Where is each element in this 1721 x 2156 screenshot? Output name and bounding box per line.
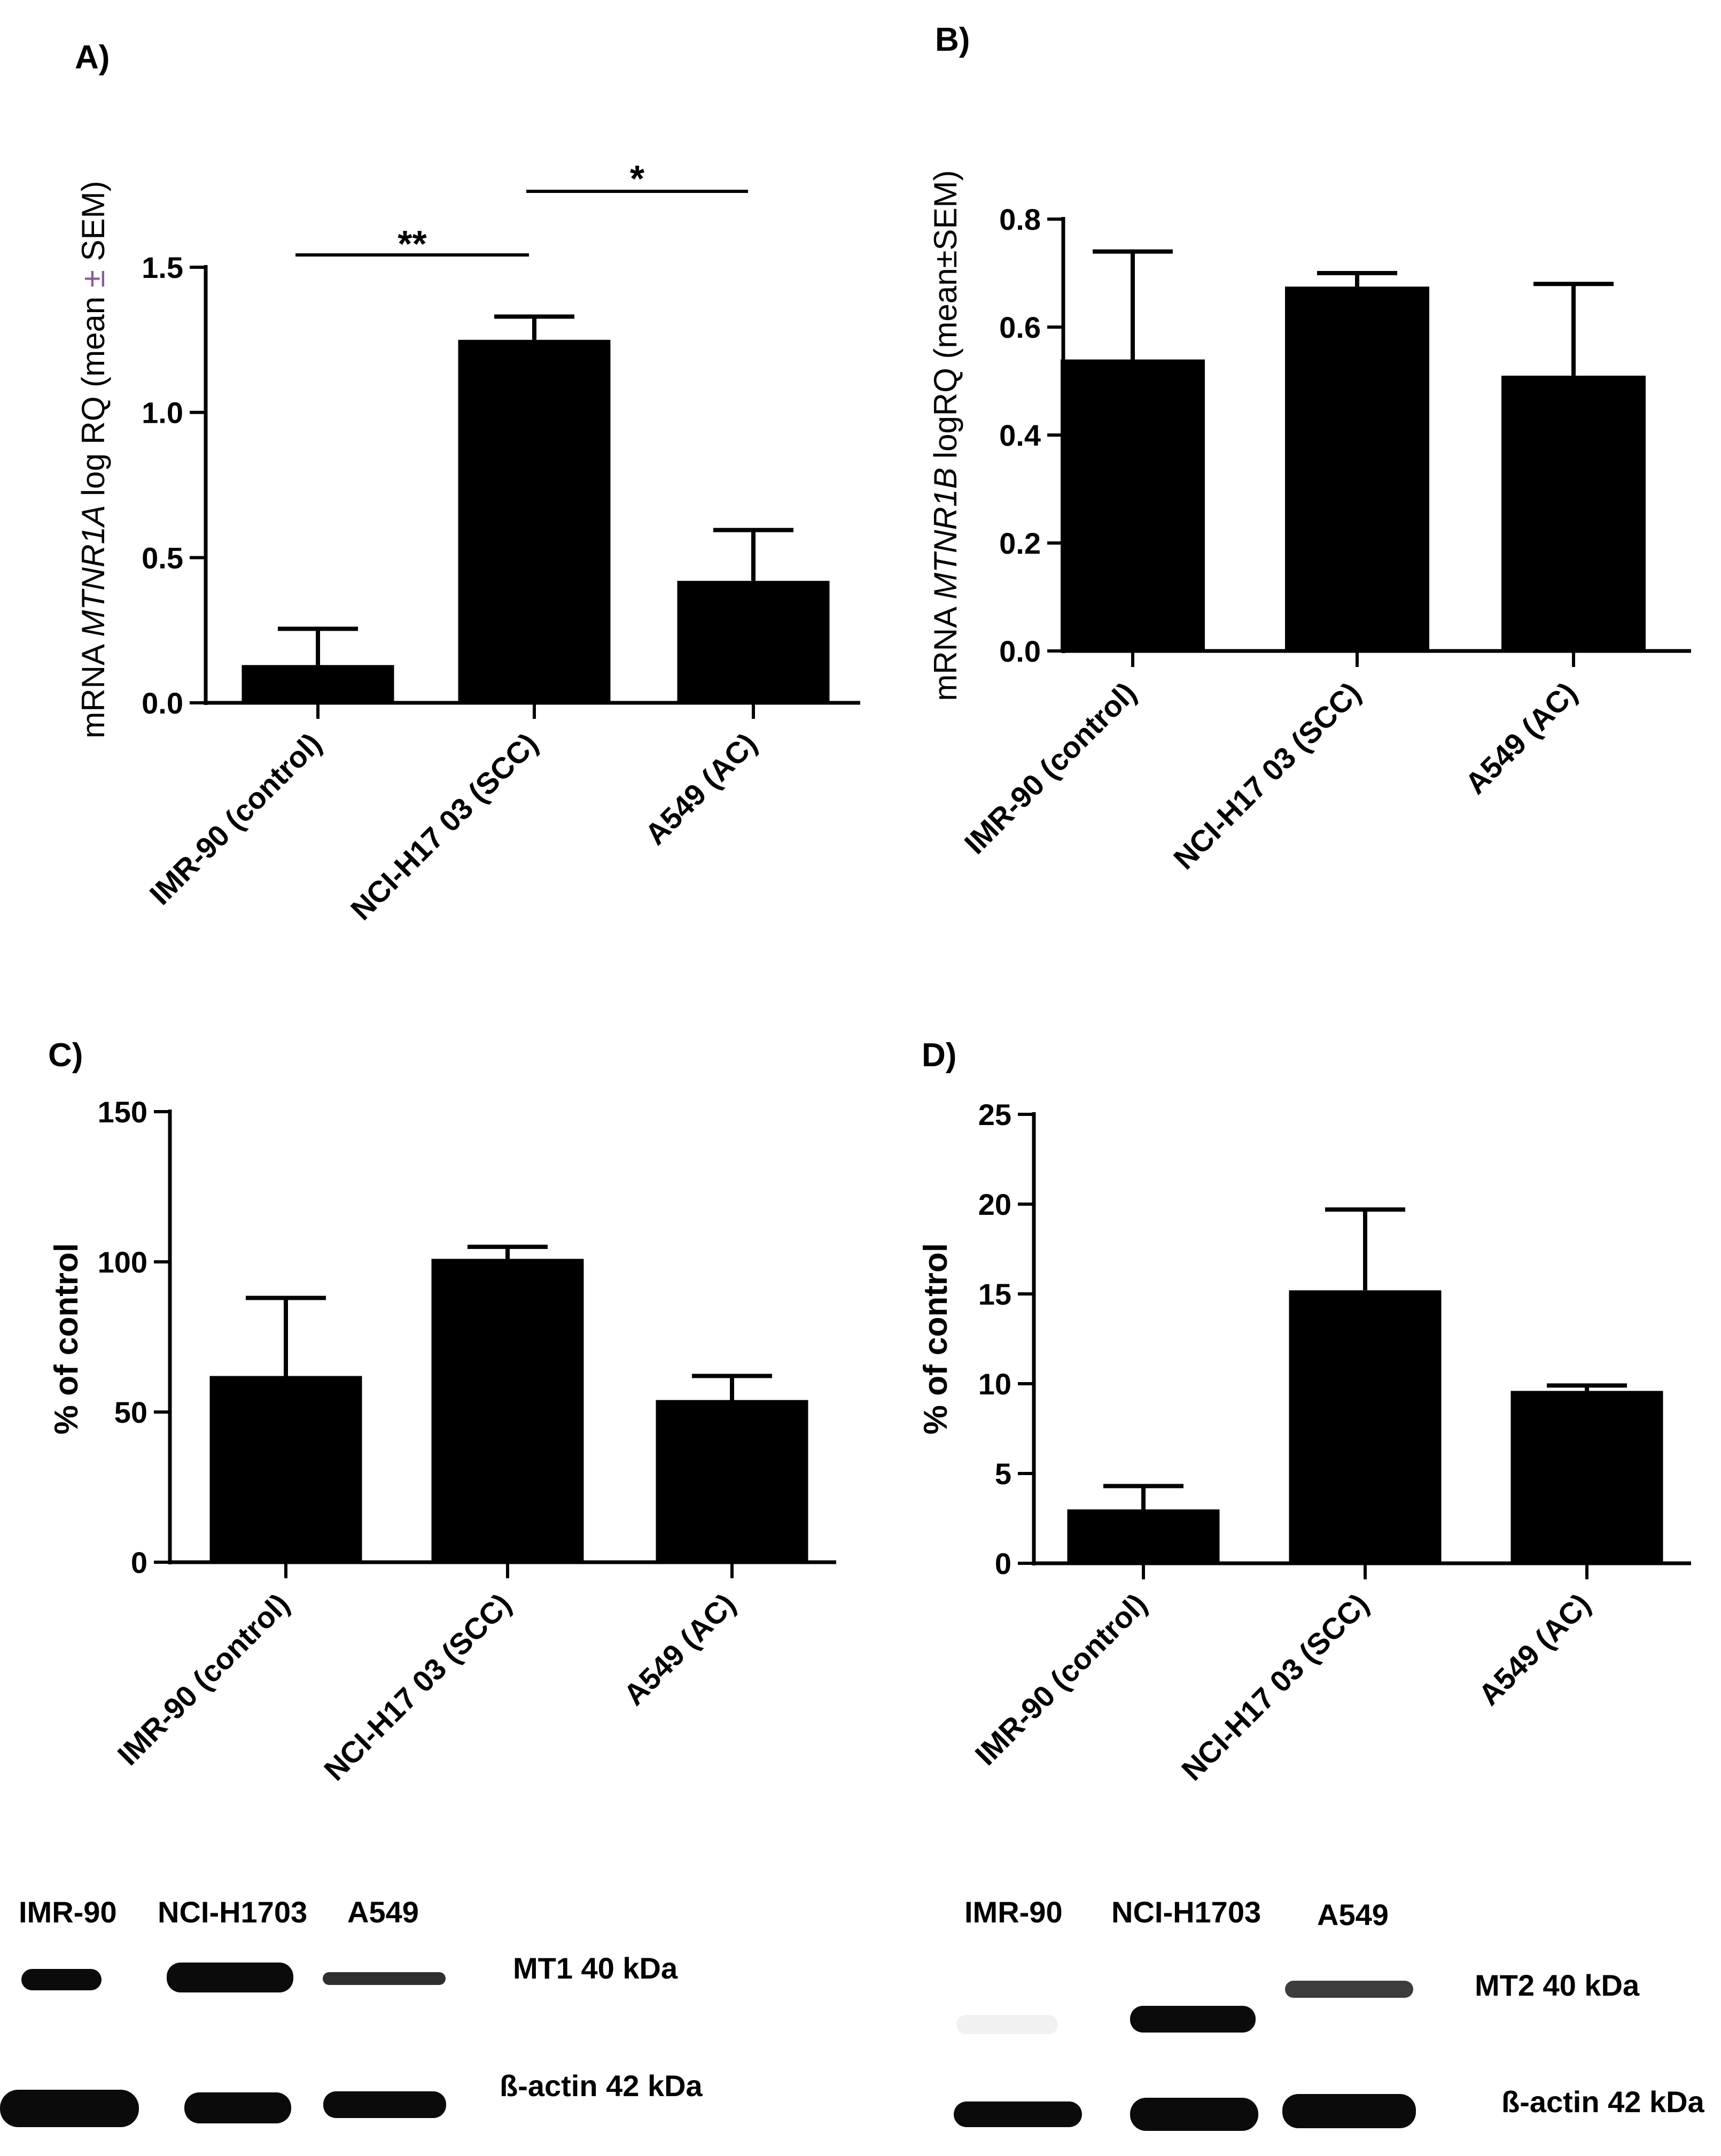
mt2-band-a549 xyxy=(1285,1981,1413,1998)
x-category-label: IMR-90 (control) xyxy=(111,1587,296,1772)
mt2-band-nci-h1703 xyxy=(1130,2006,1256,2033)
blot-lane-label-imr90: IMR-90 xyxy=(19,1895,117,1929)
significance-label: * xyxy=(630,158,645,199)
y-tick-label: 150 xyxy=(98,1095,147,1129)
chart-panel-d: D) 0 5 10 15 20 25 IMR-90 (control) NCI-H17 03 (… xyxy=(917,1037,1691,1787)
y-tick-label: 10 xyxy=(978,1367,1011,1401)
y-tick-label: 0.4 xyxy=(999,418,1041,452)
actin-band-a549-left xyxy=(323,2091,446,2118)
chart-panel-a: A) 0.0 0.5 1.0 1.5 IMR-90 (control) NCI-H17 03… xyxy=(75,39,860,927)
y-axis-label: mRNA MTNR1A log RQ (mean ± SEM) xyxy=(75,181,111,738)
actin-band-nci-h1703-right xyxy=(1130,2098,1258,2131)
bar-1 xyxy=(1061,359,1205,651)
panel-label: A) xyxy=(75,39,110,76)
y-tick-label: 0.0 xyxy=(999,634,1041,668)
x-category-label: A549 (AC) xyxy=(1472,1587,1597,1712)
blot-lane-label-a549-right: A549 xyxy=(1317,1898,1389,1932)
chart-panel-c: C) 0 50 100 150 IMR-90 (control) NCI-H17 03 (S… xyxy=(48,1037,836,1787)
actin-band-nci-h1703-left xyxy=(184,2092,291,2123)
mt2-label: MT2 40 kDa xyxy=(1475,1968,1640,2002)
mt1-band-a549 xyxy=(323,1972,446,1985)
y-tick-label: 100 xyxy=(98,1245,147,1279)
mt1-band-nci-h1703 xyxy=(167,1963,293,1992)
y-axis-label: % of control xyxy=(48,1243,85,1434)
panel-label: D) xyxy=(922,1037,956,1074)
bar-1 xyxy=(242,665,394,703)
y-tick-label: 25 xyxy=(978,1098,1011,1131)
panel-label: C) xyxy=(48,1037,83,1074)
x-category-label: A549 (AC) xyxy=(638,726,764,851)
bar-2 xyxy=(1285,286,1429,651)
y-tick-label: 0.5 xyxy=(142,541,183,575)
y-tick-label: 20 xyxy=(978,1188,1011,1221)
bar-2 xyxy=(1289,1290,1442,1563)
actin-band-imr90-right xyxy=(954,2101,1082,2127)
x-category-label: NCI-H17 03 (SCC) xyxy=(344,726,544,927)
y-tick-label: 0.6 xyxy=(999,311,1041,344)
bar-1 xyxy=(1067,1509,1220,1563)
bar-2 xyxy=(431,1259,584,1562)
y-tick-label: 50 xyxy=(114,1395,147,1429)
actin-band-a549-right xyxy=(1282,2094,1416,2128)
x-category-label: IMR-90 (control) xyxy=(143,726,328,911)
western-blot-mt1: IMR-90 NCI-H1703 A549 MT1 40 kDa ß-actin… xyxy=(0,1881,860,2156)
bar-3 xyxy=(1501,375,1646,651)
y-axis-label: % of control xyxy=(917,1243,954,1434)
y-tick-label: 15 xyxy=(978,1277,1011,1311)
y-tick-label: 5 xyxy=(995,1457,1011,1491)
x-category-label: NCI-H17 03 (SCC) xyxy=(317,1587,518,1787)
mt2-band-imr90 xyxy=(956,2015,1058,2034)
y-axis-label: mRNA MTNR1B logRQ (mean±SEM) xyxy=(928,170,963,701)
bar-3 xyxy=(1510,1391,1663,1563)
actin-label-left: ß-actin 42 kDa xyxy=(500,2069,703,2103)
y-tick-label: 0.8 xyxy=(999,203,1041,236)
bar-3 xyxy=(677,580,830,703)
y-tick-label: 0 xyxy=(995,1547,1011,1580)
x-category-label: A549 (AC) xyxy=(1459,676,1584,801)
x-category-label: IMR-90 (control) xyxy=(958,676,1143,860)
x-category-label: IMR-90 (control) xyxy=(969,1587,1154,1772)
mt1-label: MT1 40 kDa xyxy=(513,1951,678,1985)
y-tick-label: 0 xyxy=(131,1546,147,1579)
western-blot-mt2: IMR-90 NCI-H1703 A549 MT2 40 kDa ß-actin… xyxy=(860,1881,1721,2156)
chart-panel-b: B) 0.0 0.2 0.4 0.6 0.8 IMR-90 (control) NCI-H17… xyxy=(928,21,1691,876)
actin-band-imr90-left xyxy=(0,2090,139,2127)
y-tick-label: 1.0 xyxy=(142,396,183,430)
actin-label-right: ß-actin 42 kDa xyxy=(1501,2085,1704,2119)
blot-lane-label-nci-h1703: NCI-H1703 xyxy=(158,1895,308,1929)
blot-lane-label-a549: A549 xyxy=(347,1895,419,1929)
mt1-band-imr90 xyxy=(21,1969,102,1990)
blot-lane-label-imr90-right: IMR-90 xyxy=(964,1895,1063,1929)
bar-1 xyxy=(209,1376,362,1562)
x-category-label: NCI-H17 03 (SCC) xyxy=(1175,1587,1375,1787)
blot-lane-label-nci-h1703-right: NCI-H1703 xyxy=(1111,1895,1261,1929)
bar-2 xyxy=(458,339,611,703)
bar-3 xyxy=(656,1400,808,1562)
y-tick-label: 1.5 xyxy=(142,251,183,284)
significance-label: ** xyxy=(398,223,427,265)
x-category-label: A549 (AC) xyxy=(617,1587,742,1712)
panel-label: B) xyxy=(935,21,970,58)
x-category-label: NCI-H17 03 (SCC) xyxy=(1167,676,1367,876)
y-tick-label: 0.2 xyxy=(999,526,1041,560)
y-tick-label: 0.0 xyxy=(142,686,183,720)
